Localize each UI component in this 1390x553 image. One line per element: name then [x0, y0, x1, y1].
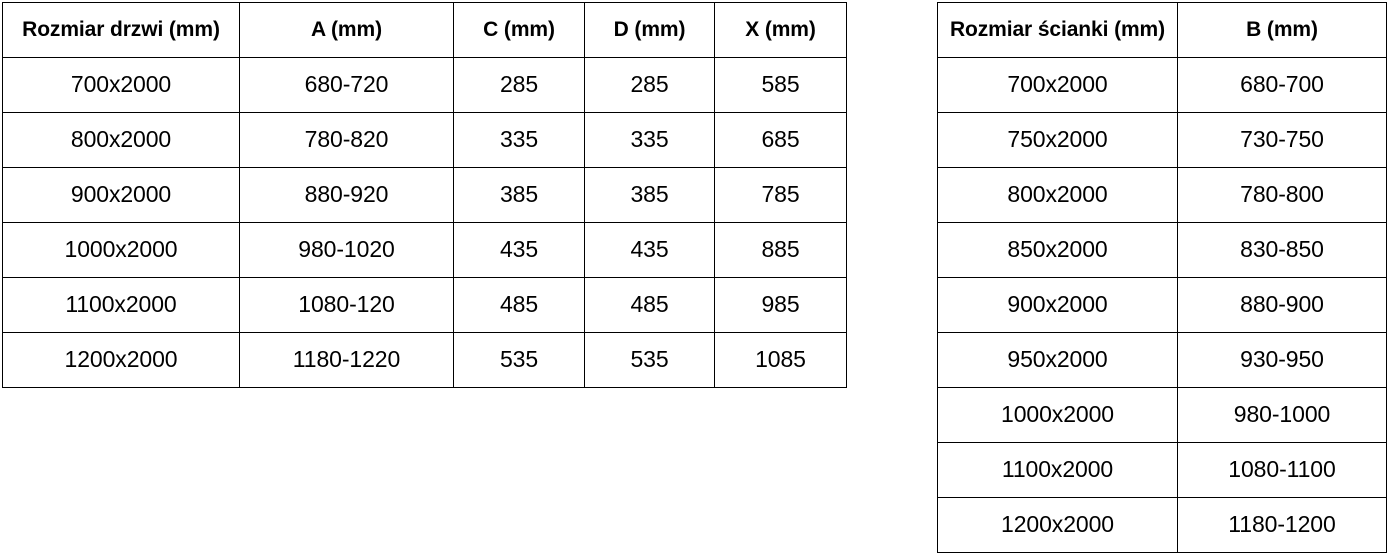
- wall-panel-size-table: Rozmiar ścianki (mm) B (mm) 700x2000 680…: [937, 2, 1387, 553]
- table-row: 750x2000 730-750: [937, 112, 1387, 168]
- cell-d: 285: [584, 57, 715, 113]
- table-row: 700x2000 680-720 285 285 585: [2, 57, 847, 113]
- table-row: 1000x2000 980-1020 435 435 885: [2, 222, 847, 278]
- cell-wall-size: 700x2000: [937, 57, 1178, 113]
- column-header-wall-size: Rozmiar ścianki (mm): [937, 2, 1178, 58]
- cell-door-size: 1100x2000: [2, 277, 240, 333]
- cell-a: 1180-1220: [239, 332, 454, 388]
- cell-wall-size: 750x2000: [937, 112, 1178, 168]
- cell-door-size: 800x2000: [2, 112, 240, 168]
- table-row: 1000x2000 980-1000: [937, 387, 1387, 443]
- cell-door-size: 1200x2000: [2, 332, 240, 388]
- cell-x: 985: [714, 277, 847, 333]
- column-header-x: X (mm): [714, 2, 847, 58]
- cell-x: 885: [714, 222, 847, 278]
- cell-x: 585: [714, 57, 847, 113]
- cell-a: 680-720: [239, 57, 454, 113]
- cell-d: 435: [584, 222, 715, 278]
- cell-wall-size: 1200x2000: [937, 497, 1178, 553]
- cell-b: 730-750: [1177, 112, 1387, 168]
- cell-c: 335: [453, 112, 585, 168]
- cell-b: 1080-1100: [1177, 442, 1387, 498]
- table-row: 900x2000 880-900: [937, 277, 1387, 333]
- column-header-d: D (mm): [584, 2, 715, 58]
- cell-wall-size: 950x2000: [937, 332, 1178, 388]
- cell-b: 930-950: [1177, 332, 1387, 388]
- column-header-b: B (mm): [1177, 2, 1387, 58]
- door-table-body: 700x2000 680-720 285 285 585 800x2000 78…: [2, 57, 847, 388]
- cell-a: 880-920: [239, 167, 454, 223]
- cell-d: 385: [584, 167, 715, 223]
- table-row: 1200x2000 1180-1200: [937, 497, 1387, 553]
- cell-wall-size: 1000x2000: [937, 387, 1178, 443]
- cell-x: 1085: [714, 332, 847, 388]
- table-row: 950x2000 930-950: [937, 332, 1387, 388]
- table-row: 800x2000 780-800: [937, 167, 1387, 223]
- cell-b: 980-1000: [1177, 387, 1387, 443]
- cell-c: 435: [453, 222, 585, 278]
- cell-wall-size: 800x2000: [937, 167, 1178, 223]
- cell-c: 535: [453, 332, 585, 388]
- column-header-a: A (mm): [239, 2, 454, 58]
- cell-a: 1080-120: [239, 277, 454, 333]
- table-header-row: Rozmiar drzwi (mm) A (mm) C (mm) D (mm) …: [2, 2, 847, 58]
- door-size-table: Rozmiar drzwi (mm) A (mm) C (mm) D (mm) …: [2, 2, 847, 388]
- cell-d: 485: [584, 277, 715, 333]
- cell-door-size: 900x2000: [2, 167, 240, 223]
- column-header-c: C (mm): [453, 2, 585, 58]
- wall-table-body: 700x2000 680-700 750x2000 730-750 800x20…: [937, 57, 1387, 553]
- column-header-door-size: Rozmiar drzwi (mm): [2, 2, 240, 58]
- cell-d: 535: [584, 332, 715, 388]
- cell-a: 980-1020: [239, 222, 454, 278]
- cell-x: 685: [714, 112, 847, 168]
- table-header-row: Rozmiar ścianki (mm) B (mm): [937, 2, 1387, 58]
- cell-wall-size: 1100x2000: [937, 442, 1178, 498]
- cell-door-size: 700x2000: [2, 57, 240, 113]
- cell-b: 680-700: [1177, 57, 1387, 113]
- cell-b: 780-800: [1177, 167, 1387, 223]
- cell-c: 385: [453, 167, 585, 223]
- table-row: 900x2000 880-920 385 385 785: [2, 167, 847, 223]
- table-row: 1200x2000 1180-1220 535 535 1085: [2, 332, 847, 388]
- table-row: 1100x2000 1080-120 485 485 985: [2, 277, 847, 333]
- table-row: 700x2000 680-700: [937, 57, 1387, 113]
- cell-door-size: 1000x2000: [2, 222, 240, 278]
- cell-c: 485: [453, 277, 585, 333]
- door-table-head: Rozmiar drzwi (mm) A (mm) C (mm) D (mm) …: [2, 2, 847, 58]
- table-row: 800x2000 780-820 335 335 685: [2, 112, 847, 168]
- cell-wall-size: 850x2000: [937, 222, 1178, 278]
- cell-a: 780-820: [239, 112, 454, 168]
- cell-c: 285: [453, 57, 585, 113]
- wall-table-head: Rozmiar ścianki (mm) B (mm): [937, 2, 1387, 58]
- cell-wall-size: 900x2000: [937, 277, 1178, 333]
- table-row: 850x2000 830-850: [937, 222, 1387, 278]
- table-row: 1100x2000 1080-1100: [937, 442, 1387, 498]
- cell-b: 830-850: [1177, 222, 1387, 278]
- cell-b: 1180-1200: [1177, 497, 1387, 553]
- cell-d: 335: [584, 112, 715, 168]
- cell-x: 785: [714, 167, 847, 223]
- cell-b: 880-900: [1177, 277, 1387, 333]
